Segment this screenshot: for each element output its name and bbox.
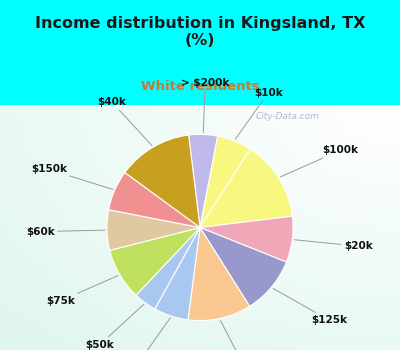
Wedge shape <box>188 228 250 321</box>
Text: $60k: $60k <box>26 226 105 237</box>
Text: > $200k: > $200k <box>181 78 229 133</box>
Text: $100k: $100k <box>280 145 359 177</box>
Wedge shape <box>200 228 286 306</box>
Wedge shape <box>125 135 200 228</box>
Text: $150k: $150k <box>31 164 113 189</box>
Wedge shape <box>200 149 292 228</box>
Text: $125k: $125k <box>273 288 348 326</box>
Text: $50k: $50k <box>86 304 144 350</box>
Text: $20k: $20k <box>294 240 372 251</box>
Wedge shape <box>200 136 250 228</box>
Wedge shape <box>107 210 200 250</box>
Wedge shape <box>200 216 293 262</box>
Wedge shape <box>155 228 200 320</box>
Text: $10k: $10k <box>235 88 283 139</box>
Wedge shape <box>189 134 218 228</box>
Text: Income distribution in Kingsland, TX
(%): Income distribution in Kingsland, TX (%) <box>35 16 365 48</box>
Text: $40k: $40k <box>98 97 152 146</box>
Text: White residents: White residents <box>141 79 259 93</box>
Text: City-Data.com: City-Data.com <box>256 112 320 121</box>
Wedge shape <box>110 228 200 295</box>
Wedge shape <box>109 173 200 228</box>
Text: $200k: $200k <box>119 318 170 350</box>
Text: $75k: $75k <box>46 275 118 306</box>
Wedge shape <box>136 228 200 309</box>
Text: $30k: $30k <box>220 320 260 350</box>
